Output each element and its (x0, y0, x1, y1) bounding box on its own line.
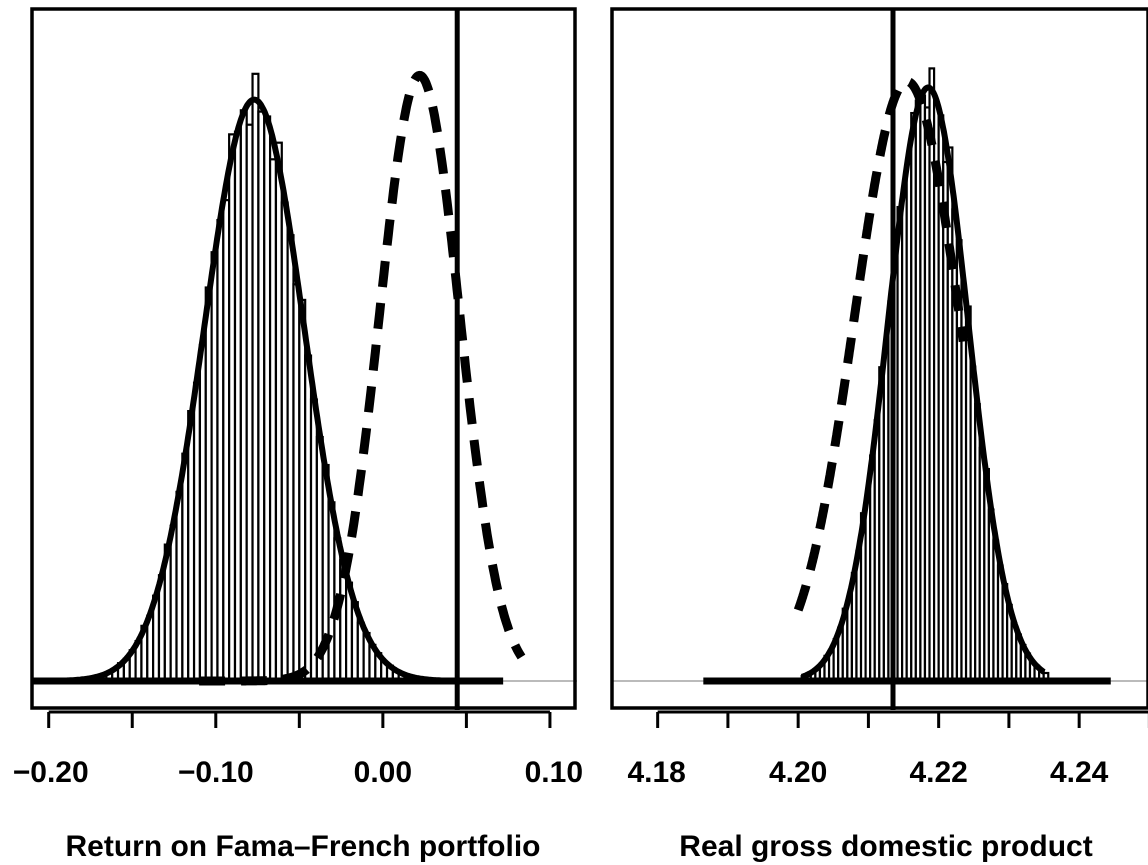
x-tick-label: 4.24 (1050, 756, 1109, 789)
prior-density-curve (793, 76, 968, 612)
histogram-bars (800, 67, 1050, 683)
x-tick-label: 4.22 (909, 756, 967, 789)
panel-1: −0.20 −0.10 0.00 0.10 Return on Fama–French … (13, 7, 583, 863)
posterior-density-curve (65, 96, 442, 684)
x-tick-label: −0.10 (178, 756, 254, 789)
panel-2: 4.18 4.20 4.22 4.24 Real gross domestic prod… (610, 7, 1148, 863)
x-tick-label: 0.10 (525, 756, 583, 789)
x-tick-label: −0.20 (13, 756, 89, 789)
x-axis-title: Return on Fama–French portfolio (65, 830, 540, 863)
x-tick-label: 0.00 (354, 756, 412, 789)
posterior-density-curve (800, 84, 1046, 680)
x-axis-title: Real gross domestic product (679, 830, 1092, 863)
histogram-bars (64, 72, 447, 683)
plot-frame (610, 7, 1148, 710)
x-tick-label: 4.20 (769, 756, 827, 789)
x-tick-label: 4.18 (627, 756, 685, 789)
plot-frame (30, 7, 577, 710)
prior-density-curve (199, 70, 526, 686)
